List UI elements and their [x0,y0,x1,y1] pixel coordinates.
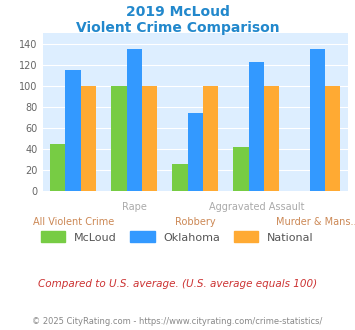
Bar [188,113,203,191]
Text: Aggravated Assault: Aggravated Assault [208,203,304,213]
Bar [50,144,66,191]
Legend: McLoud, Oklahoma, National: McLoud, Oklahoma, National [37,227,318,247]
Bar [142,86,157,191]
Bar [81,86,96,191]
Bar [234,147,248,191]
Text: © 2025 CityRating.com - https://www.cityrating.com/crime-statistics/: © 2025 CityRating.com - https://www.city… [32,317,323,326]
Text: All Violent Crime: All Violent Crime [33,217,114,227]
Text: 2019 McLoud: 2019 McLoud [126,5,229,19]
Bar [325,86,340,191]
Bar [111,86,126,191]
Text: Compared to U.S. average. (U.S. average equals 100): Compared to U.S. average. (U.S. average … [38,279,317,289]
Text: Robbery: Robbery [175,217,215,227]
Bar [310,49,325,191]
Text: Murder & Mans...: Murder & Mans... [275,217,355,227]
Bar [264,86,279,191]
Text: Rape: Rape [122,203,147,213]
Bar [126,49,142,191]
Bar [248,61,264,191]
Bar [66,70,81,191]
Bar [173,164,187,191]
Text: Violent Crime Comparison: Violent Crime Comparison [76,21,279,35]
Bar [203,86,218,191]
